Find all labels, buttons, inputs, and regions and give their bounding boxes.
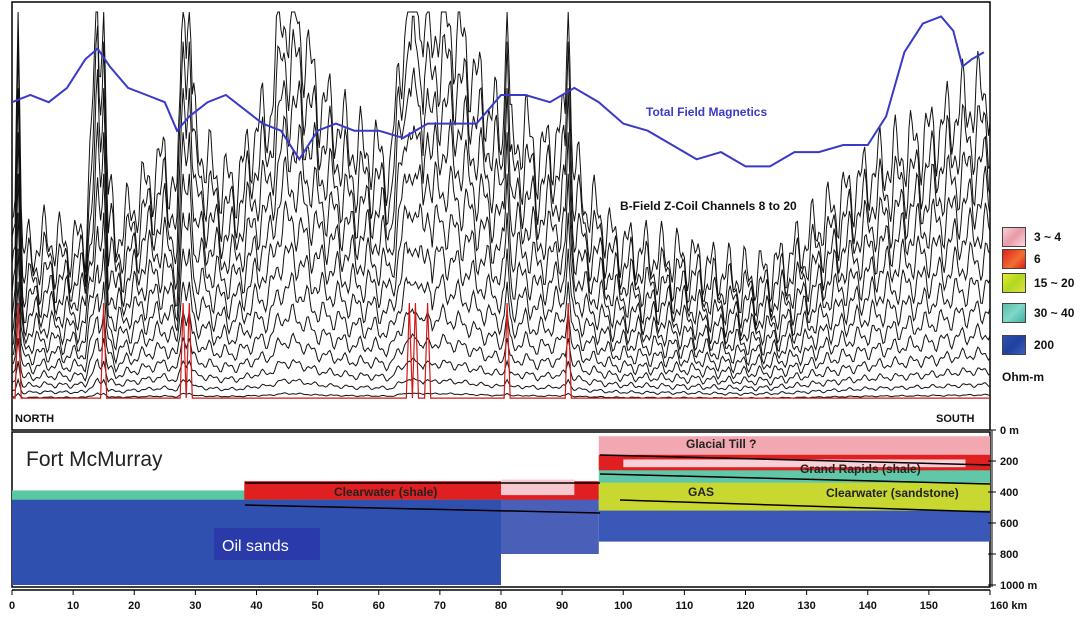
bfield-channel-line [11,156,991,347]
oil-sands-label: Oil sands [222,538,289,555]
glacial-till-label: Glacial Till ? [686,437,756,451]
x-tick-label: 160 km [990,600,1028,612]
legend-swatch-15-20 [1002,273,1026,293]
bfield-channel-line [11,271,991,374]
magnetics-label: Total Field Magnetics [646,105,767,119]
legend-label: 200 [1034,338,1055,352]
legend-item-200: 200 [1002,334,1054,356]
x-axis: 0 10 20 30 40 50 60 70 80 90 100 110 120 130 140 150 160… [9,589,1028,612]
x-tick-label: 10 [67,600,79,612]
bfield-label: B-Field Z-Coil Channels 8 to 20 [620,199,797,213]
south-label: SOUTH [936,413,975,425]
x-tick-label: 20 [128,600,140,612]
grand-rapids-core [623,459,966,468]
legend-swatch-30-40 [1002,303,1026,323]
legend-item-3-4: 3 ~ 4 [1002,226,1061,248]
grand-rapids-base-line [599,473,991,485]
gas-label: GAS [688,485,714,499]
legend-label: 30 ~ 40 [1034,306,1075,320]
x-tick-label: 60 [373,600,385,612]
legend-item-15-20: 15 ~ 20 [1002,272,1074,294]
bfield-channel-line [11,302,991,380]
bfield-channel-line [11,332,991,386]
depth-label-0: 0 m [1000,425,1019,437]
x-tick-label: 70 [434,600,446,612]
bfield-channel-line [11,114,991,338]
bfield-channel-line [11,357,991,392]
transition-zone [501,495,599,554]
resistivity-section-panel: Fort McMurray Oil sands Glacial Till ? G… [11,431,991,588]
depth-axis: 0 m 200 400 600 800 1000 m [988,425,1038,592]
x-tick-label: 140 [859,600,877,612]
depth-label-800: 800 [1000,549,1018,561]
depth-label-200: 200 [1000,456,1018,468]
x-tick-label: 0 [9,600,15,612]
clearwater-shale-core [501,479,575,496]
bfield-channel-line [11,241,991,367]
clearwater-shale-label: Clearwater (shale) [334,485,437,499]
top-panel: Total Field Magnetics B-Field Z-Coil Cha… [11,1,991,431]
legend-swatch-6 [1002,249,1026,269]
bfield-channel-8 [12,302,990,399]
clearwater-sandstone-base-line [619,499,991,513]
bfield-channel-line [11,11,991,304]
x-tick-label: 50 [312,600,324,612]
bfield-channel-line [11,15,991,318]
x-tick-label: 100 [614,600,632,612]
clearwater-shale-base-line [244,504,601,514]
x-tick-label: 40 [250,600,262,612]
legend-swatch-3-4 [1002,227,1026,247]
depth-label-1000: 1000 m [1000,580,1038,592]
bfield-channel-line [11,200,991,356]
x-tick-label: 90 [556,600,568,612]
clearwater-sandstone-label: Clearwater (sandstone) [826,486,959,500]
depth-label-400: 400 [1000,487,1018,499]
x-tick-label: 120 [736,600,754,612]
grand-rapids-label: Grand Rapids (shale) [800,462,921,476]
x-tick-label: 130 [797,600,815,612]
location-label: Fort McMurray [26,448,163,471]
legend-swatch-200 [1002,335,1026,355]
legend-label: 15 ~ 20 [1034,276,1075,290]
depth-label-600: 600 [1000,518,1018,530]
total-field-magnetics-line [11,15,985,168]
legend-unit: Ohm-m [1002,370,1044,384]
x-tick-label: 80 [495,600,507,612]
north-label: NORTH [15,413,54,425]
bfield-channel-8-line [12,302,990,399]
x-tick-label: 150 [920,600,938,612]
legend-item-6: 6 [1002,248,1041,270]
oil-sands-box [214,528,320,560]
x-tick-label: 110 [676,600,694,612]
legend-item-30-40: 30 ~ 40 [1002,302,1074,324]
bfield-channel-line [11,377,991,396]
legend-label: 6 [1034,252,1041,266]
bfield-channels [11,11,991,399]
bfield-channel-line [11,392,991,399]
bfield-channel-line [11,67,991,329]
legend-label: 3 ~ 4 [1034,230,1062,244]
x-tick-label: 30 [189,600,201,612]
grand-rapids-top-line [599,454,991,466]
